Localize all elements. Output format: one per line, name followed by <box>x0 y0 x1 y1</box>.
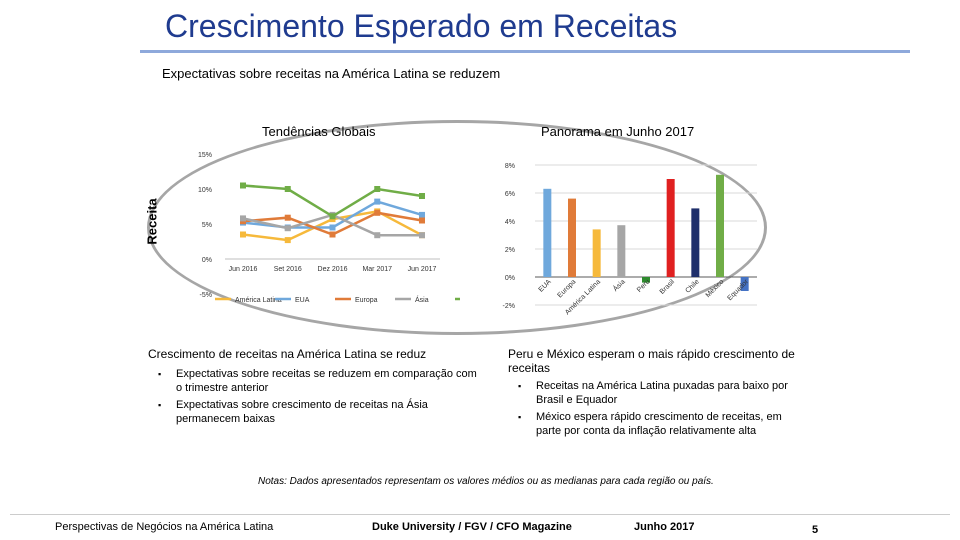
data-point <box>329 213 336 220</box>
legend-label: América Latina <box>235 297 282 304</box>
y-tick-label: 2% <box>505 247 515 254</box>
y-tick-label: -2% <box>503 303 515 310</box>
legend-label: Ásia <box>415 295 429 304</box>
footer-center-text: Duke University / FGV / CFO Magazine <box>372 521 572 533</box>
legend-label: Europa <box>355 297 378 304</box>
left-chart-heading: Tendências Globais <box>262 124 376 139</box>
data-point <box>374 186 381 192</box>
x-tick-label: Jun 2016 <box>229 266 258 273</box>
y-tick-label: 4% <box>505 219 515 226</box>
legend-label: EUA <box>295 297 310 304</box>
y-axis-label: Receita <box>144 198 160 245</box>
x-tick-label: Jun 2017 <box>408 266 437 273</box>
list-item: Expectativas sobre receitas se reduzem e… <box>158 367 478 395</box>
slide-title: Crescimento Esperado em Receitas <box>165 8 678 44</box>
bar <box>543 188 552 277</box>
bar <box>716 174 724 277</box>
page-number: 5 <box>812 524 819 536</box>
right-bullet-list: Receitas na América Latina puxadas para … <box>518 379 808 438</box>
title-underline <box>140 50 910 53</box>
y-tick-label: 5% <box>202 222 212 229</box>
data-point <box>329 224 336 231</box>
right-chart-heading: Panorama em Junho 2017 <box>541 124 695 139</box>
chart-ellipse-frame <box>147 120 767 335</box>
list-item: Expectativas sobre crescimento de receit… <box>158 398 478 426</box>
x-tick-label: Set 2016 <box>274 266 302 273</box>
data-point <box>284 237 291 244</box>
y-tick-label: 6% <box>505 191 515 198</box>
bar <box>691 208 700 277</box>
data-point <box>284 225 291 232</box>
bar <box>642 277 650 283</box>
data-point <box>419 232 425 239</box>
y-tick-label: 0% <box>505 275 515 282</box>
x-tick-label: Ásia <box>611 277 627 293</box>
y-tick-label: 8% <box>505 163 515 170</box>
right-text-block: Peru e México esperam o mais rápido cres… <box>508 347 808 441</box>
x-tick-label: México <box>705 278 726 299</box>
right-block-heading: Peru e México esperam o mais rápido cres… <box>508 347 795 375</box>
left-bullet-list: Expectativas sobre receitas se reduzem e… <box>158 367 478 426</box>
series-line <box>242 184 423 218</box>
y-tick-label: 0% <box>202 257 212 264</box>
chart-notes: Notas: Dados apresentados representam os… <box>258 476 714 487</box>
data-point <box>419 211 425 218</box>
data-point <box>374 209 381 216</box>
data-point <box>240 182 246 189</box>
data-point <box>329 231 336 238</box>
data-point <box>284 186 291 192</box>
bar <box>568 198 576 277</box>
x-tick-label: Brasil <box>659 278 677 296</box>
list-item: Receitas na América Latina puxadas para … <box>518 379 808 407</box>
data-point <box>374 198 381 205</box>
x-tick-label: Europa <box>556 278 577 299</box>
left-block-heading: Crescimento de receitas na América Latin… <box>148 347 427 361</box>
bar <box>592 229 601 277</box>
data-point <box>419 217 425 224</box>
data-point <box>374 232 381 239</box>
slide-subtitle: Expectativas sobre receitas na América L… <box>162 66 501 81</box>
data-point <box>240 215 246 222</box>
x-tick-label: Mar 2017 <box>362 266 392 273</box>
footer-divider <box>10 514 950 515</box>
y-tick-label: 10% <box>198 187 212 194</box>
bar <box>617 225 626 277</box>
data-point <box>240 231 246 238</box>
left-text-block: Crescimento de receitas na América Latin… <box>148 347 478 429</box>
y-tick-label: 15% <box>198 152 212 159</box>
bar <box>740 277 749 291</box>
data-point <box>284 214 291 221</box>
line-chart: 15% 10% 5% 0% -5% Jun 2016 Set 2016 Dez 2016 Mar… <box>198 152 460 304</box>
x-tick-label: Dez 2016 <box>318 266 348 273</box>
footer-left-text: Perspectivas de Negócios na América Lati… <box>55 521 274 533</box>
data-point <box>419 193 425 199</box>
y-tick-label: -5% <box>200 292 212 299</box>
bar <box>666 179 675 277</box>
list-item: México espera rápido crescimento de rece… <box>518 410 808 438</box>
x-tick-label: Chile <box>685 278 701 294</box>
x-tick-label: EUA <box>538 278 553 293</box>
footer-date: Junho 2017 <box>634 521 695 533</box>
